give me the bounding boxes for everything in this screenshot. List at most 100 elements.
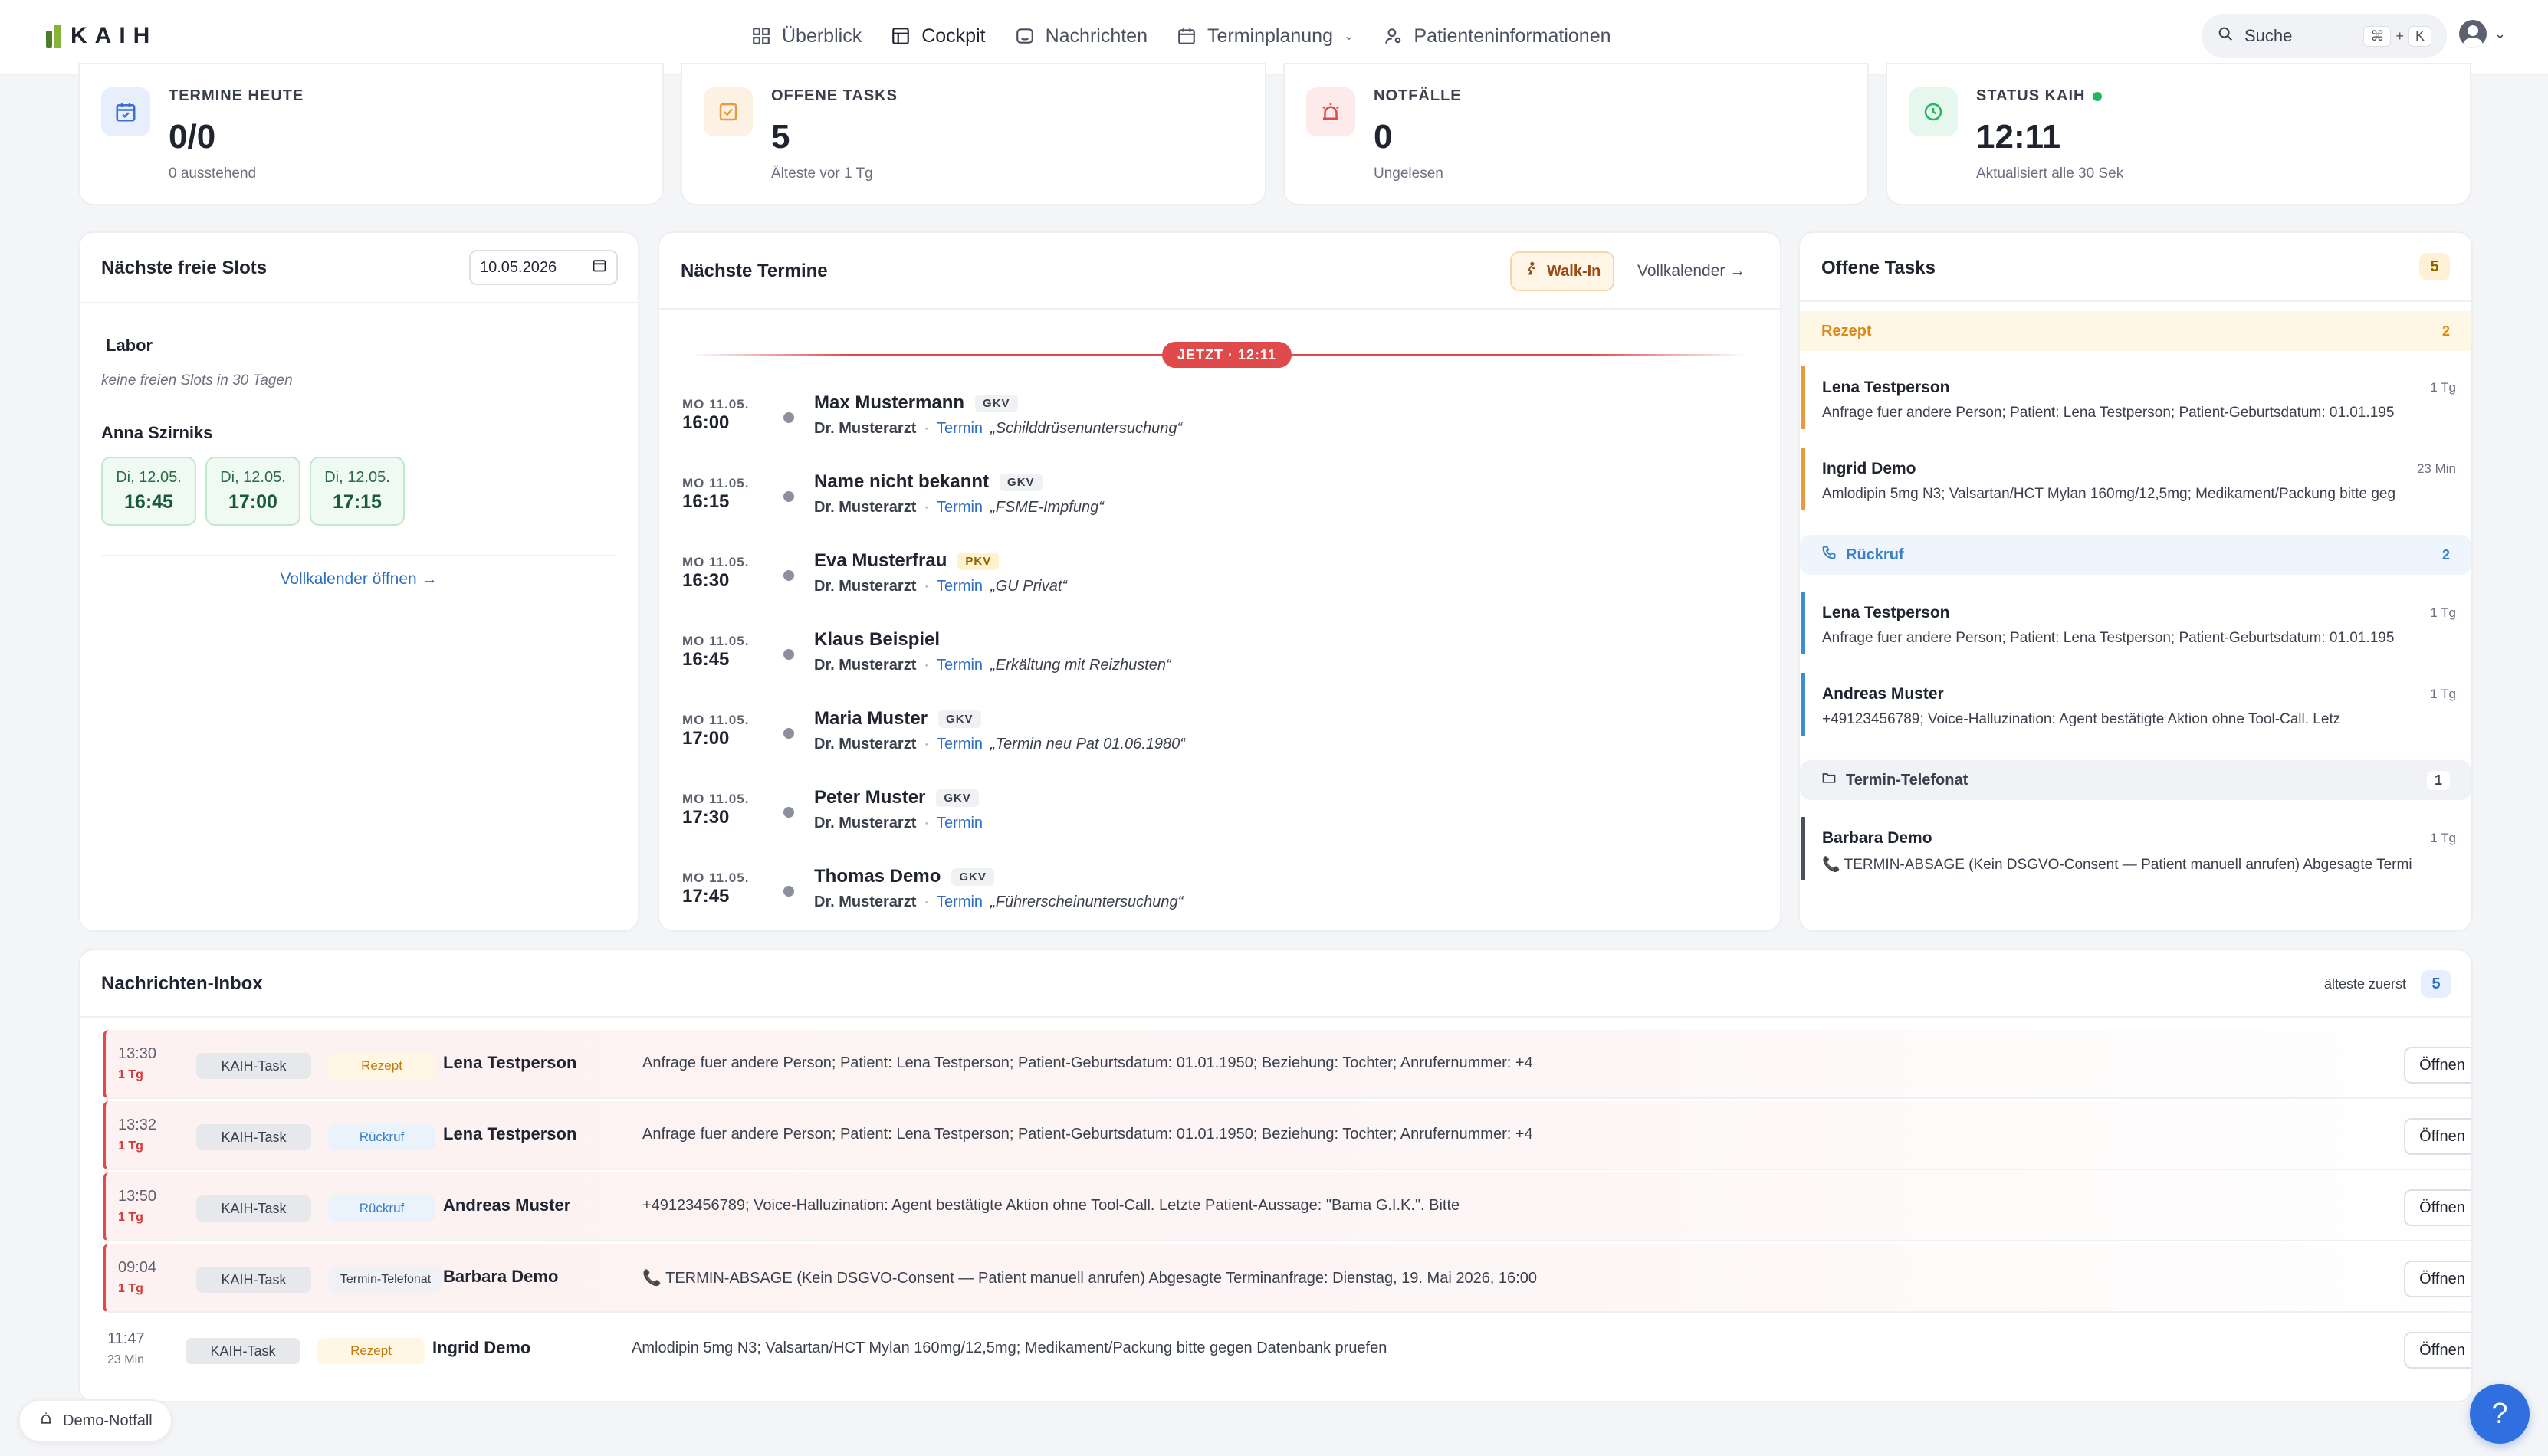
slot-group-name: Anna Szirniks	[101, 423, 213, 442]
alarm-icon	[1306, 87, 1355, 136]
panel-title: Offene Tasks	[1821, 257, 1936, 278]
appointment-item[interactable]: MO 11.05. 16:00 Max Mustermann GKV Dr. Mu…	[682, 386, 1679, 455]
task-group-count: 1	[2426, 770, 2450, 790]
appt-meta: Dr. Musterarzt · Termin „Erkältung mit Reiz…	[814, 657, 1171, 674]
slot-chip[interactable]: Di, 12.05. 17:15	[310, 457, 405, 526]
appointment-item[interactable]: MO 11.05. 17:45 Thomas Demo GKV Dr. Muste…	[682, 860, 1679, 929]
help-button[interactable]: ?	[2470, 1384, 2530, 1444]
insurance-badge: GKV	[938, 710, 981, 728]
doctor-name: Dr. Musterarzt	[814, 894, 917, 910]
message-age: 23 Min	[107, 1353, 145, 1366]
status-online-dot	[2093, 91, 2103, 101]
date-picker-input[interactable]: 10.05.2026	[469, 250, 618, 285]
status-dot	[783, 886, 794, 897]
source-badge: KAIH-Task	[186, 1338, 300, 1364]
open-button[interactable]: Öffnen	[2404, 1261, 2471, 1297]
nav-nachrichten[interactable]: Nachrichten	[1015, 25, 1148, 48]
search-input[interactable]: Suche ⌘ + K	[2202, 14, 2447, 58]
message-preview: Anfrage fuer andere Person; Patient: Len…	[642, 1126, 1533, 1143]
message-time: 11:47	[107, 1330, 145, 1347]
walk-in-label: Walk-In	[1547, 262, 1601, 280]
user-menu[interactable]: ⌄	[2459, 20, 2506, 48]
patient-name: Barbara Demo	[443, 1267, 559, 1286]
task-group-termin-telefonat[interactable]: Termin-Telefonat 1	[1800, 760, 2471, 800]
nav-cockpit[interactable]: Cockpit	[891, 25, 986, 48]
stat-card-offene-tasks[interactable]: OFFENE TASKS 5 Älteste vor 1 Tg	[681, 63, 1266, 205]
inbox-row[interactable]: 11:47 23 Min KAIH-Task Rezept Ingrid Dem…	[103, 1315, 2471, 1384]
inbox-row[interactable]: 13:32 1 Tg KAIH-Task Rückruf Lena Testpe…	[103, 1101, 2471, 1170]
slot-chip[interactable]: Di, 12.05. 17:00	[205, 457, 300, 526]
task-group-label: Rezept	[1821, 322, 1872, 339]
message-age: 1 Tg	[118, 1140, 143, 1153]
task-item[interactable]: Ingrid Demo 23 Min Amlodipin 5mg N3; Val…	[1801, 448, 2471, 510]
open-full-calendar-link[interactable]: Vollkalender öffnen →	[280, 570, 438, 588]
appt-time: 16:45	[682, 649, 730, 670]
stat-card-notfaelle[interactable]: NOTFÄLLE 0 Ungelesen	[1283, 63, 1869, 205]
open-button[interactable]: Öffnen	[2404, 1189, 2471, 1226]
top-navigation-bar: KAIH Überblick Cockpit Nachrichten Termi…	[0, 0, 2548, 75]
separator: ·	[924, 657, 930, 674]
slot-day: Di, 12.05.	[324, 469, 390, 486]
doctor-name: Dr. Musterarzt	[814, 578, 917, 595]
nav-terminplanung[interactable]: Terminplanung ⌄	[1177, 25, 1354, 48]
task-count-badge: 5	[2419, 253, 2450, 280]
slot-chip[interactable]: Di, 12.05. 16:45	[101, 457, 196, 526]
task-item[interactable]: Barbara Demo 1 Tg 📞 TERMIN-ABSAGE (Kein …	[1801, 817, 2471, 880]
task-group-rueckruf[interactable]: Rückruf 2	[1800, 535, 2471, 575]
stat-card-termine-heute[interactable]: TERMINE HEUTE 0/0 0 ausstehend	[78, 63, 664, 205]
appointment-item[interactable]: MO 11.05. 16:15 Name nicht bekannt GKV Dr…	[682, 465, 1679, 534]
app-logo[interactable]: KAIH	[46, 23, 157, 49]
appt-meta: Dr. Musterarzt · Termin „GU Privat“	[814, 578, 1067, 595]
appt-type: Termin	[937, 736, 983, 753]
appt-meta: Dr. Musterarzt · Termin „Schilddrüsenunters…	[814, 420, 1182, 438]
nav-patienteninformationen[interactable]: Patienteninformationen	[1383, 25, 1611, 48]
full-calendar-link[interactable]: Vollkalender →	[1637, 262, 1746, 280]
appt-type: Termin	[937, 499, 983, 516]
stat-value: 0/0	[169, 118, 216, 156]
open-button[interactable]: Öffnen	[2404, 1118, 2471, 1155]
stat-card-status-kaih[interactable]: STATUS KAIH 12:11 Aktualisiert alle 30 S…	[1886, 63, 2471, 205]
task-description: +49123456789; Voice-Halluzination: Agent…	[1822, 711, 2341, 727]
divider	[659, 308, 1780, 310]
avatar-icon	[2459, 20, 2487, 48]
stat-label: NOTFÄLLE	[1374, 87, 1462, 104]
appointment-item[interactable]: MO 11.05. 17:00 Maria Muster GKV Dr. Must…	[682, 702, 1679, 771]
checkbox-icon	[704, 87, 753, 136]
nav-label: Nachrichten	[1045, 25, 1148, 47]
appt-reason: „Schilddrüsenuntersuchung“	[990, 420, 1183, 437]
inbox-row[interactable]: 13:30 1 Tg KAIH-Task Rezept Lena Testper…	[103, 1030, 2471, 1099]
task-group-rezept[interactable]: Rezept 2	[1800, 311, 2471, 351]
inbox-row[interactable]: 13:50 1 Tg KAIH-Task Rückruf Andreas Mus…	[103, 1172, 2471, 1241]
appt-time: 17:00	[682, 728, 730, 749]
appt-patient: Eva Musterfrau PKV	[814, 550, 1000, 572]
appt-meta: Dr. Musterarzt · Termin „FSME-Impfung“	[814, 499, 1104, 516]
task-item[interactable]: Lena Testperson 1 Tg Anfrage fuer andere…	[1801, 366, 2471, 429]
message-time: 13:32	[118, 1117, 157, 1133]
appt-reason: „Führerscheinuntersuchung“	[990, 894, 1184, 910]
appt-patient: Max Mustermann GKV	[814, 392, 1018, 414]
appt-reason: „Erkältung mit Reizhusten“	[990, 657, 1171, 674]
task-item[interactable]: Lena Testperson 1 Tg Anfrage fuer andere…	[1801, 592, 2471, 654]
separator: ·	[924, 894, 930, 910]
task-item[interactable]: Andreas Muster 1 Tg +49123456789; Voice-…	[1801, 673, 2471, 736]
stat-label: TERMINE HEUTE	[169, 87, 304, 104]
walk-in-button[interactable]: Walk-In	[1510, 251, 1615, 291]
kbd-key: K	[2408, 25, 2431, 47]
logo-icon	[46, 23, 63, 49]
open-button[interactable]: Öffnen	[2404, 1332, 2471, 1369]
status-dot	[783, 491, 794, 502]
appointment-item[interactable]: MO 11.05. 16:30 Eva Musterfrau PKV Dr. Mu…	[682, 544, 1679, 613]
nav-ueberblick[interactable]: Überblick	[751, 25, 862, 48]
appointment-item[interactable]: MO 11.05. 17:30 Peter Muster GKV Dr. Must…	[682, 781, 1679, 850]
source-badge: KAIH-Task	[196, 1053, 311, 1079]
stat-label: OFFENE TASKS	[771, 87, 898, 104]
message-age: 1 Tg	[118, 1211, 143, 1224]
open-button[interactable]: Öffnen	[2404, 1047, 2471, 1084]
slot-day: Di, 12.05.	[116, 469, 182, 486]
inbox-row[interactable]: 09:04 1 Tg KAIH-Task Termin-Telefonat Ba…	[103, 1244, 2471, 1313]
kbd-plus: +	[2395, 28, 2404, 44]
sort-order-label[interactable]: älteste zuerst	[2324, 976, 2407, 992]
demo-emergency-button[interactable]: Demo-Notfall	[18, 1399, 172, 1442]
appointment-item[interactable]: MO 11.05. 16:45 Klaus Beispiel Dr. Muste…	[682, 623, 1679, 692]
stat-value: 0	[1374, 118, 1393, 156]
